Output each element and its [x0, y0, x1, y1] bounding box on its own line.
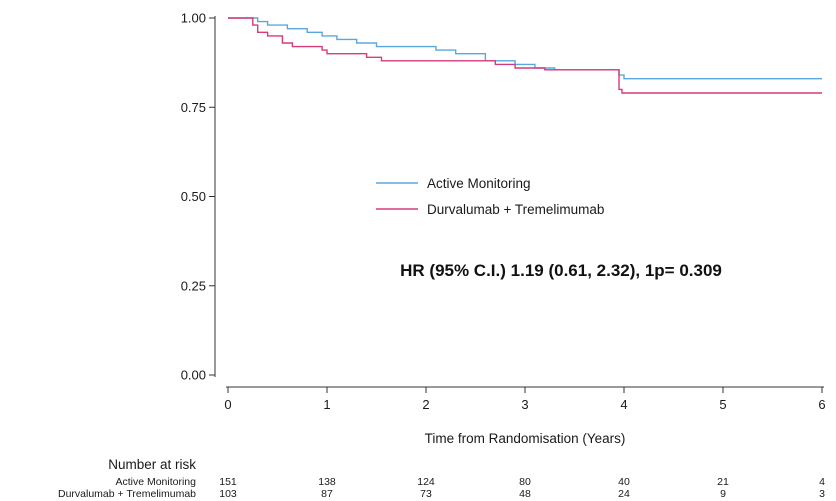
y-tick-label: 0.25 — [181, 278, 206, 293]
risk-count: 73 — [420, 488, 432, 500]
risk-count: 48 — [519, 488, 531, 500]
number-at-risk-table: Number at risk Active Monitoring 151 138 12… — [58, 457, 825, 500]
x-tick-label: 0 — [224, 397, 231, 412]
x-axis-title: Time from Randomisation (Years) — [425, 431, 626, 446]
y-axis-ticks: 0.00 0.25 0.50 0.75 1.00 — [181, 11, 215, 383]
risk-count: 21 — [717, 476, 729, 488]
y-tick-label: 0.50 — [181, 189, 206, 204]
risk-count: 124 — [417, 476, 435, 488]
hazard-ratio-annotation: HR (95% C.I.) 1.19 (0.61, 2.32), 1p= 0.3… — [400, 261, 722, 280]
risk-count: 40 — [618, 476, 630, 488]
survival-curve-active-monitoring — [228, 17, 822, 80]
y-tick-label: 1.00 — [181, 11, 206, 26]
risk-count: 151 — [219, 476, 237, 488]
risk-row-label: Durvalumab + Tremelimumab — [58, 488, 196, 500]
legend-entry: Active Monitoring — [427, 176, 531, 191]
risk-count: 3 — [819, 488, 825, 500]
x-axis-ticks: 0 1 2 3 4 5 6 — [224, 387, 826, 412]
legend: Active Monitoring Durvalumab + Tremelimum… — [376, 176, 604, 217]
survival-curve-durvalumab-tremelimumab — [228, 17, 822, 94]
x-tick-label: 6 — [818, 397, 825, 412]
risk-table-title: Number at risk — [108, 457, 196, 472]
x-tick-label: 4 — [620, 397, 627, 412]
legend-entry: Durvalumab + Tremelimumab — [427, 202, 604, 217]
risk-row-label: Active Monitoring — [115, 476, 196, 488]
y-tick-label: 0.00 — [181, 368, 206, 383]
risk-count: 80 — [519, 476, 531, 488]
x-tick-label: 5 — [719, 397, 726, 412]
risk-count: 24 — [618, 488, 630, 500]
risk-count: 87 — [321, 488, 333, 500]
risk-count: 103 — [219, 488, 237, 500]
x-tick-label: 3 — [521, 397, 528, 412]
risk-count: 138 — [318, 476, 336, 488]
x-tick-label: 1 — [323, 397, 330, 412]
survival-curves — [228, 17, 822, 94]
risk-count: 9 — [720, 488, 726, 500]
axes: 0.00 0.25 0.50 0.75 1.00 0 1 2 3 4 5 6 Time from R… — [181, 11, 826, 447]
risk-count: 4 — [819, 476, 825, 488]
y-tick-label: 0.75 — [181, 100, 206, 115]
x-tick-label: 2 — [422, 397, 429, 412]
